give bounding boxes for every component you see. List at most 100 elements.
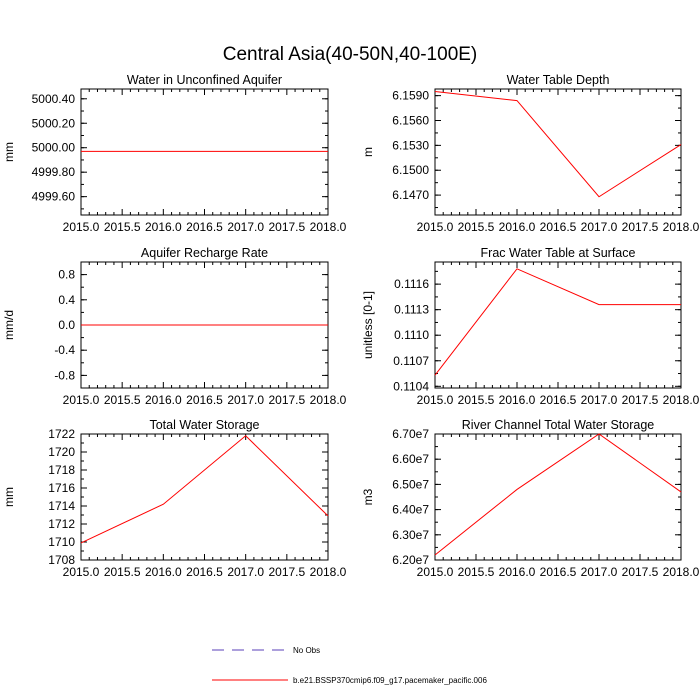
y-tick-label: 4999.60 bbox=[32, 190, 76, 204]
x-tick-label: 2017.0 bbox=[581, 565, 618, 579]
series-line bbox=[434, 90, 682, 198]
y-tick-label: 1720 bbox=[48, 445, 75, 459]
y-axis-label: unitless [0-1] bbox=[361, 291, 375, 359]
y-tick-label: 6.70e7 bbox=[392, 427, 429, 441]
panel-4: Total Water Storage 2015.0 2015.5 2016.0 201… bbox=[2, 418, 347, 579]
y-tick-label: 0.4 bbox=[58, 293, 75, 307]
x-tick-label: 2017.0 bbox=[581, 220, 618, 234]
x-tick-label: 2018.0 bbox=[663, 565, 700, 579]
y-axis-label: mm bbox=[2, 142, 16, 162]
x-tick-label: 2015.0 bbox=[63, 220, 100, 234]
x-tick-label: 2017.5 bbox=[268, 220, 305, 234]
y-tick-label: 1714 bbox=[48, 499, 75, 513]
y-axis-label: m3 bbox=[361, 488, 375, 505]
x-tick-label: 2018.0 bbox=[310, 393, 347, 407]
y-tick-label: 6.20e7 bbox=[392, 553, 429, 567]
y-tick-label: 0.1110 bbox=[394, 328, 429, 342]
y-tick-label: 1708 bbox=[48, 553, 75, 567]
plot-frame bbox=[80, 88, 329, 216]
x-tick-label: 2016.5 bbox=[540, 220, 577, 234]
y-tick-label: 1718 bbox=[48, 463, 75, 477]
plot-frame bbox=[434, 88, 682, 216]
panel-title: Water in Unconfined Aquifer bbox=[127, 73, 282, 87]
y-tick-label: 0.1113 bbox=[394, 303, 429, 317]
y-tick-label: -0.4 bbox=[54, 343, 75, 357]
panel-title: Total Water Storage bbox=[149, 418, 259, 432]
x-tick-label: 2015.0 bbox=[63, 565, 100, 579]
panel-0: Water in Unconfined Aquifer 2015.0 2015.5 2… bbox=[2, 73, 347, 234]
y-tick-label: 0.1116 bbox=[394, 277, 429, 291]
y-tick-label: 1722 bbox=[48, 427, 75, 441]
x-tick-label: 2017.0 bbox=[227, 393, 264, 407]
figure-title: Central Asia(40-50N,40-100E) bbox=[223, 44, 478, 65]
x-tick-label: 2017.5 bbox=[622, 565, 659, 579]
panel-title: River Channel Total Water Storage bbox=[462, 418, 655, 432]
x-tick-label: 2018.0 bbox=[663, 393, 700, 407]
legend: No Obs b.e21.BSSP370cmip6.f09_g17.pacema… bbox=[212, 646, 487, 685]
x-tick-label: 2016.5 bbox=[186, 220, 223, 234]
x-tick-label: 2016.5 bbox=[186, 393, 223, 407]
y-tick-label: 1712 bbox=[48, 517, 75, 531]
y-tick-label: 0.8 bbox=[58, 268, 75, 282]
x-tick-label: 2016.0 bbox=[499, 393, 536, 407]
x-tick-label: 2016.0 bbox=[499, 565, 536, 579]
y-axis-label: mm bbox=[2, 487, 16, 507]
x-tick-label: 2018.0 bbox=[310, 220, 347, 234]
x-tick-label: 2016.0 bbox=[499, 220, 536, 234]
y-tick-label: 6.1500 bbox=[392, 163, 429, 177]
panel-1: Water Table Depth 2015.0 2015.5 2016.0 2016.… bbox=[361, 73, 700, 234]
y-tick-label: 1710 bbox=[48, 535, 75, 549]
y-tick-label: 5000.40 bbox=[32, 92, 76, 106]
y-tick-label: 4999.80 bbox=[32, 165, 76, 179]
x-tick-label: 2017.5 bbox=[622, 393, 659, 407]
y-tick-label: 6.1590 bbox=[392, 89, 429, 103]
x-tick-label: 2015.0 bbox=[417, 565, 454, 579]
y-tick-label: -0.8 bbox=[54, 368, 75, 382]
series-line bbox=[434, 433, 682, 556]
x-tick-label: 2015.0 bbox=[417, 393, 454, 407]
x-tick-label: 2015.5 bbox=[458, 220, 495, 234]
x-tick-label: 2017.5 bbox=[268, 393, 305, 407]
x-tick-label: 2018.0 bbox=[310, 565, 347, 579]
y-axis-label: mm/d bbox=[2, 310, 16, 340]
y-tick-label: 6.30e7 bbox=[392, 528, 429, 542]
y-tick-label: 6.40e7 bbox=[392, 503, 429, 517]
y-tick-label: 5000.20 bbox=[32, 116, 76, 130]
x-tick-label: 2017.5 bbox=[268, 565, 305, 579]
panel-2: Aquifer Recharge Rate 2015.0 2015.5 2016.0 2… bbox=[2, 246, 347, 407]
x-tick-label: 2017.0 bbox=[227, 220, 264, 234]
x-tick-label: 2015.5 bbox=[458, 565, 495, 579]
series-line bbox=[434, 268, 681, 376]
legend-run-label: b.e21.BSSP370cmip6.f09_g17.pacemaker_pac… bbox=[293, 676, 487, 685]
series-line bbox=[80, 435, 329, 544]
plot-frame bbox=[80, 433, 329, 561]
x-tick-label: 2015.0 bbox=[63, 393, 100, 407]
y-tick-label: 6.1560 bbox=[392, 114, 429, 128]
x-tick-label: 2017.0 bbox=[227, 565, 264, 579]
x-tick-label: 2016.5 bbox=[540, 393, 577, 407]
x-tick-label: 2015.5 bbox=[458, 393, 495, 407]
panel-5: River Channel Total Water Storage 2015.0 2… bbox=[361, 418, 700, 579]
y-tick-label: 0.1104 bbox=[393, 379, 429, 393]
x-tick-label: 2016.5 bbox=[186, 565, 223, 579]
legend-no-obs-label: No Obs bbox=[293, 646, 320, 655]
y-tick-label: 1716 bbox=[48, 481, 75, 495]
y-tick-label: 6.60e7 bbox=[392, 452, 429, 466]
x-tick-label: 2015.0 bbox=[417, 220, 454, 234]
panel-title: Frac Water Table at Surface bbox=[481, 246, 636, 260]
x-tick-label: 2015.5 bbox=[104, 220, 141, 234]
x-tick-label: 2016.0 bbox=[145, 393, 182, 407]
x-tick-label: 2015.5 bbox=[104, 393, 141, 407]
x-tick-label: 2016.0 bbox=[145, 220, 182, 234]
panel-3: Frac Water Table at Surface 2015.0 2015.5 2… bbox=[361, 246, 700, 407]
y-axis-label: m bbox=[361, 147, 375, 157]
y-tick-label: 6.1470 bbox=[392, 188, 429, 202]
plot-frame bbox=[434, 433, 682, 561]
plot-frame bbox=[434, 261, 682, 389]
panels-container: Water in Unconfined Aquifer 2015.0 2015.5 2… bbox=[2, 73, 700, 579]
y-tick-label: 6.50e7 bbox=[392, 477, 429, 491]
y-tick-label: 0.1107 bbox=[393, 354, 429, 368]
y-tick-label: 0.0 bbox=[58, 318, 75, 332]
y-tick-label: 6.1530 bbox=[392, 138, 429, 152]
